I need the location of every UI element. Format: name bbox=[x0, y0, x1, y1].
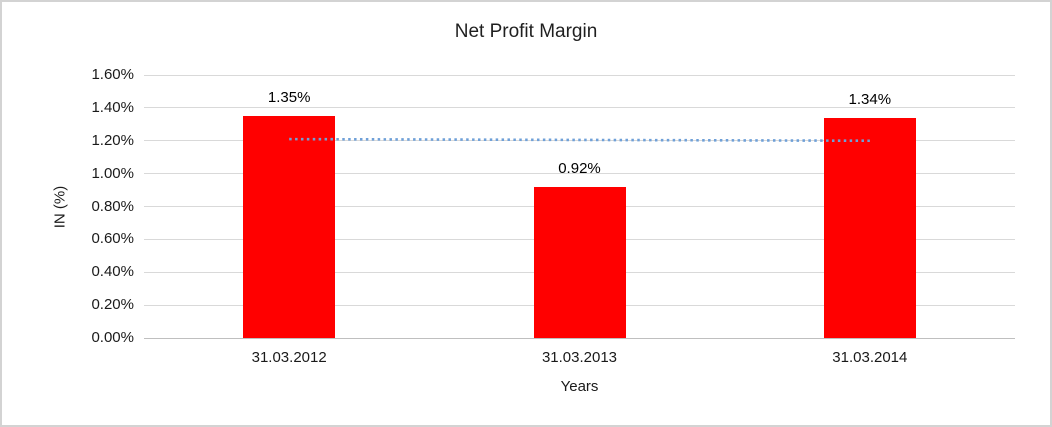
x-axis-line bbox=[144, 337, 1015, 339]
bar-31.03.2012 bbox=[243, 116, 336, 338]
data-label: 0.92% bbox=[558, 159, 601, 177]
x-axis-title: Years bbox=[560, 378, 599, 395]
gridline bbox=[144, 107, 1015, 109]
y-tick-label: 0.80% bbox=[91, 197, 134, 215]
y-tick-label: 1.20% bbox=[91, 131, 134, 149]
y-tick-label: 0.20% bbox=[91, 296, 134, 314]
bar-31.03.2013 bbox=[533, 186, 626, 338]
chart-title: Net Profit Margin bbox=[454, 21, 598, 42]
y-tick-label: 1.40% bbox=[91, 98, 134, 116]
gridline bbox=[144, 173, 1015, 175]
y-tick-label: 0.40% bbox=[91, 263, 134, 281]
x-category-label: 31.03.2013 bbox=[541, 349, 618, 366]
gridline bbox=[144, 74, 1015, 76]
y-tick-label: 0.00% bbox=[91, 329, 134, 346]
y-axis-title: IN (%) bbox=[51, 185, 69, 228]
x-category-label: 31.03.2014 bbox=[832, 349, 908, 366]
x-category-label: 31.03.2012 bbox=[251, 349, 327, 366]
y-tick-label: 0.60% bbox=[91, 230, 134, 248]
y-tick-label: 1.60% bbox=[91, 66, 134, 83]
data-label: 1.34% bbox=[848, 90, 892, 108]
y-tick-label: 1.00% bbox=[91, 164, 134, 182]
data-label: 1.35% bbox=[267, 89, 311, 107]
bar-31.03.2014 bbox=[823, 117, 916, 338]
